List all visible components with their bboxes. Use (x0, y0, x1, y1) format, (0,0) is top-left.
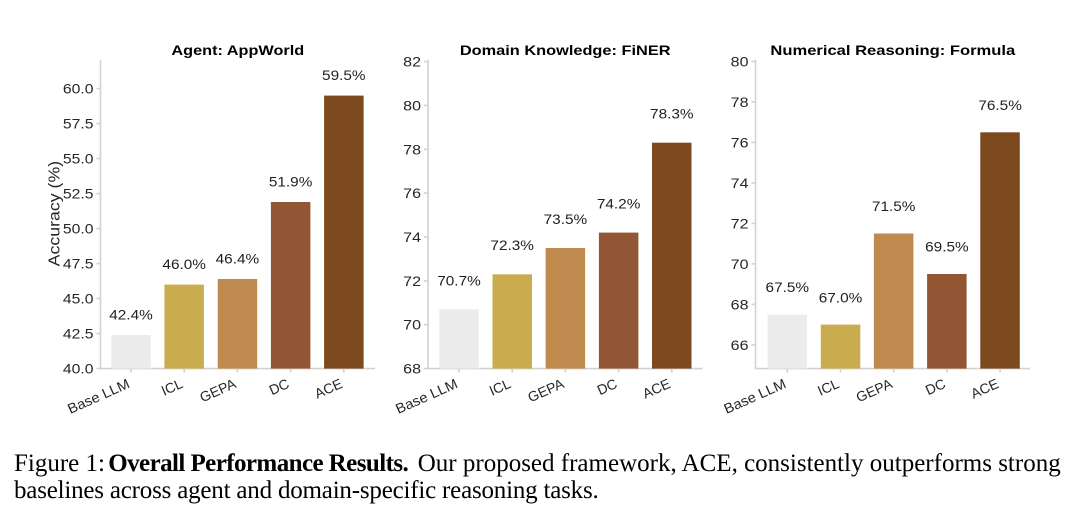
svg-text:ICL: ICL (159, 375, 186, 399)
svg-text:66: 66 (731, 337, 749, 353)
svg-text:GEPA: GEPA (197, 375, 239, 405)
svg-text:42.5: 42.5 (63, 326, 94, 342)
svg-text:72.3%: 72.3% (490, 237, 534, 253)
svg-text:70: 70 (403, 317, 421, 333)
svg-text:46.0%: 46.0% (162, 256, 206, 272)
svg-text:ACE: ACE (312, 375, 345, 401)
svg-text:47.5: 47.5 (63, 256, 94, 272)
svg-text:Base LLM: Base LLM (65, 375, 132, 417)
svg-text:72: 72 (731, 215, 749, 231)
svg-text:74.2%: 74.2% (597, 196, 641, 212)
svg-text:ACE: ACE (640, 375, 673, 401)
svg-text:ICL: ICL (815, 375, 842, 399)
svg-text:78.3%: 78.3% (650, 106, 694, 122)
svg-text:42.4%: 42.4% (109, 307, 153, 323)
svg-text:78: 78 (403, 141, 421, 157)
svg-text:60.0: 60.0 (63, 81, 94, 97)
svg-text:80: 80 (731, 53, 749, 69)
svg-text:Base LLM: Base LLM (721, 375, 788, 417)
svg-text:Numerical Reasoning: Formula: Numerical Reasoning: Formula (770, 42, 1015, 58)
svg-text:Domain Knowledge: FiNER: Domain Knowledge: FiNER (460, 42, 671, 58)
svg-text:Accuracy (%): Accuracy (%) (47, 161, 64, 267)
svg-text:73.5%: 73.5% (544, 211, 588, 227)
svg-text:76: 76 (731, 134, 749, 150)
svg-text:DC: DC (923, 375, 948, 398)
svg-text:DC: DC (595, 375, 620, 398)
svg-text:Agent: AppWorld: Agent: AppWorld (171, 42, 304, 58)
svg-text:82: 82 (403, 54, 421, 70)
svg-text:ICL: ICL (487, 375, 514, 399)
svg-text:52.5: 52.5 (63, 186, 94, 202)
svg-text:67.0%: 67.0% (819, 289, 863, 305)
svg-text:59.5%: 59.5% (322, 67, 366, 83)
svg-text:76: 76 (403, 185, 421, 201)
svg-text:50.0: 50.0 (63, 221, 94, 237)
svg-text:DC: DC (267, 375, 292, 398)
svg-text:74: 74 (731, 175, 749, 191)
svg-text:69.5%: 69.5% (925, 239, 969, 255)
svg-text:71.5%: 71.5% (872, 198, 916, 214)
svg-text:57.5: 57.5 (63, 116, 94, 132)
svg-text:67.5%: 67.5% (766, 279, 810, 295)
svg-text:68: 68 (403, 361, 421, 377)
svg-text:70: 70 (731, 256, 749, 272)
svg-text:68: 68 (731, 296, 749, 312)
svg-text:GEPA: GEPA (854, 375, 896, 405)
svg-text:40.0: 40.0 (63, 361, 94, 377)
svg-text:ACE: ACE (968, 375, 1001, 401)
svg-text:80: 80 (403, 97, 421, 113)
svg-text:45.0: 45.0 (63, 291, 94, 307)
svg-text:72: 72 (403, 273, 421, 289)
svg-text:GEPA: GEPA (525, 375, 567, 405)
svg-text:Base LLM: Base LLM (393, 375, 460, 417)
svg-text:51.9%: 51.9% (269, 174, 313, 190)
svg-text:46.4%: 46.4% (216, 251, 260, 267)
svg-text:76.5%: 76.5% (978, 97, 1022, 113)
svg-text:74: 74 (403, 229, 421, 245)
svg-text:78: 78 (731, 94, 749, 110)
svg-text:70.7%: 70.7% (437, 272, 481, 288)
svg-text:55.0: 55.0 (63, 151, 94, 167)
